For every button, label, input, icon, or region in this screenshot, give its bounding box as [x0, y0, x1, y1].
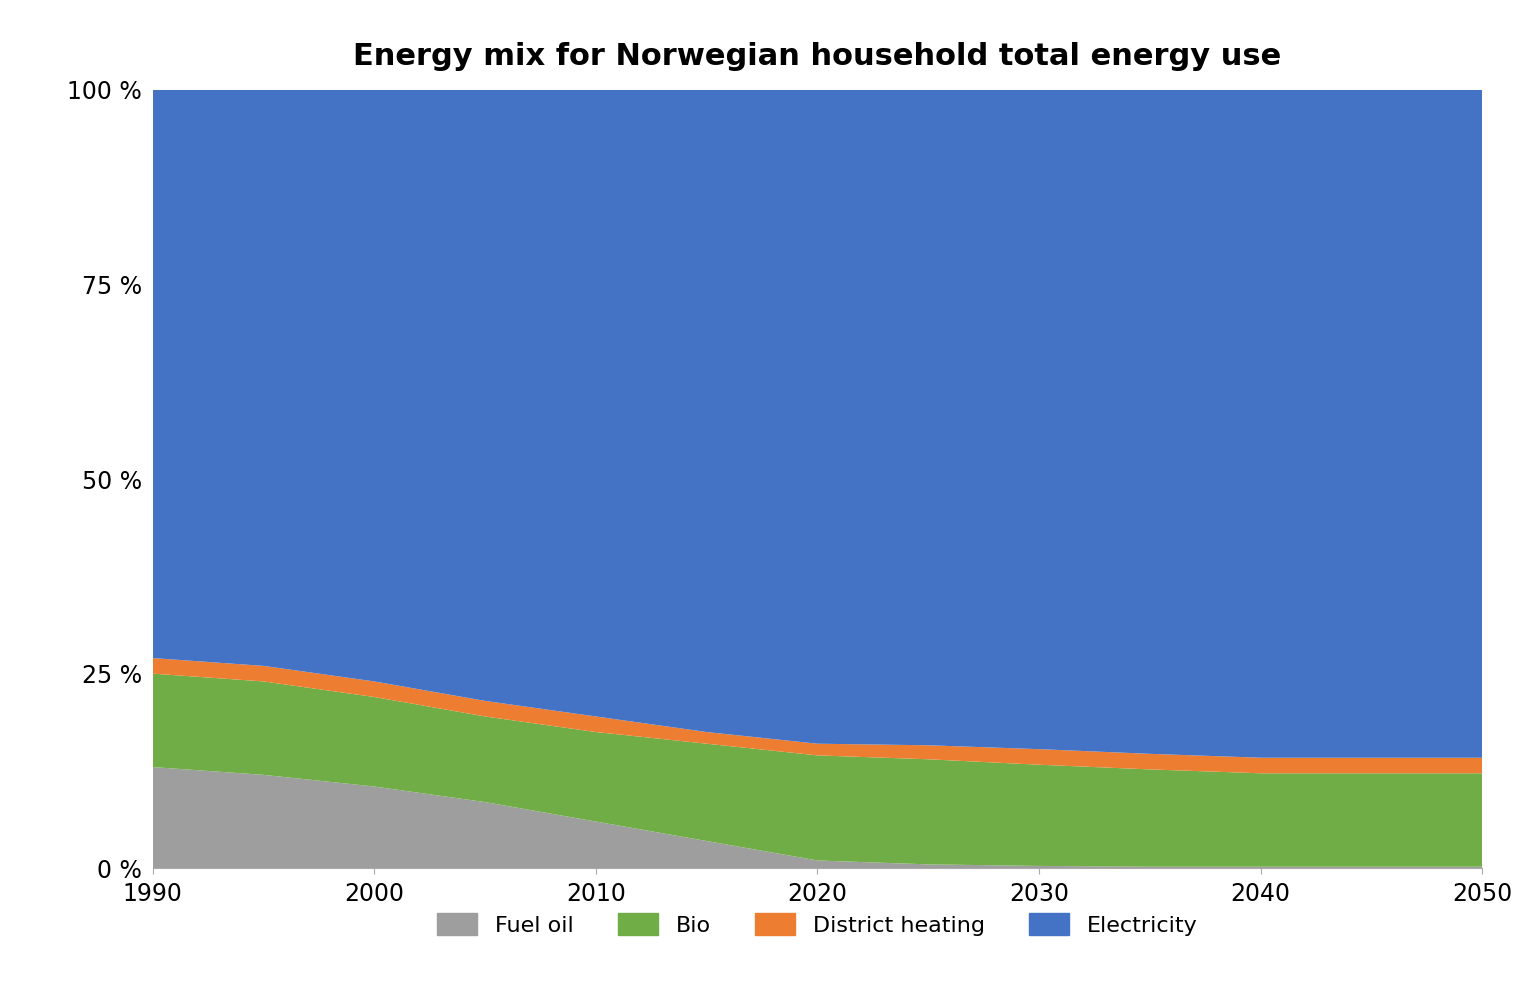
Title: Energy mix for Norwegian household total energy use: Energy mix for Norwegian household total…: [353, 42, 1282, 71]
Legend: Fuel oil, Bio, District heating, Electricity: Fuel oil, Bio, District heating, Electri…: [426, 901, 1209, 947]
